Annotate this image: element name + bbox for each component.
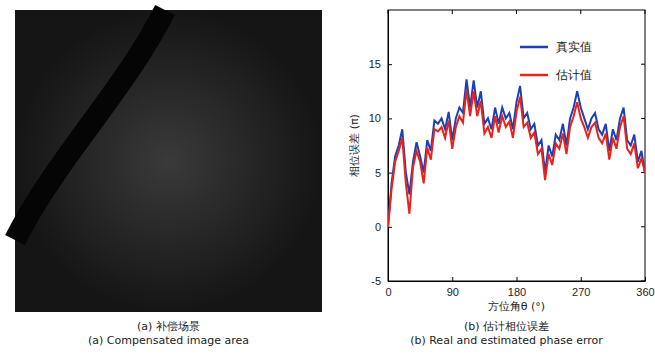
plot-frame	[388, 10, 645, 281]
legend-label: 估计值	[555, 68, 592, 82]
x-tick-label: 360	[636, 286, 654, 298]
image-panel: (a) 补偿场景(a) Compensated image area	[15, 10, 322, 347]
x-tick-mark	[452, 277, 453, 281]
y-tick-mark	[388, 173, 392, 174]
legend-label: 真实值	[556, 40, 592, 54]
figure: (a) 补偿场景(a) Compensated image area 0 90 180…	[0, 0, 655, 354]
caption: (b) 估计相位误差	[464, 320, 549, 333]
caption-en: (b) Real and estimated phase error	[410, 334, 603, 347]
caption-en: (a) Compensated image area	[88, 334, 249, 347]
x-tick: 90	[447, 277, 459, 298]
y-tick: 10	[369, 112, 392, 124]
legend: 真实值估计值	[520, 40, 592, 82]
plot-area	[388, 79, 645, 226]
y-axis-line	[388, 11, 389, 282]
y-tick: -5	[371, 275, 392, 287]
caption: (a) 补偿场景	[137, 320, 200, 333]
y-tick: 5	[375, 167, 392, 179]
x-axis-title: 方位角θ (°)	[488, 300, 545, 313]
y-tick: 0	[375, 221, 392, 233]
y-axis: -5 0 5 10 15	[369, 11, 392, 288]
x-tick-mark	[581, 277, 582, 281]
y-tick-mark	[388, 64, 392, 65]
x-tick-mark-top	[452, 10, 453, 14]
y-tick-mark	[388, 118, 392, 119]
y-axis-title: 相位误差 (π)	[348, 114, 361, 177]
x-tick-mark	[517, 277, 518, 281]
series-line	[388, 90, 645, 227]
y-tick-label: 0	[375, 221, 381, 233]
y-tick-label: 5	[375, 167, 381, 179]
image-river	[15, 10, 165, 240]
line-chart: 0 90 180 270 360 -5 0 5 10 15 方位角θ (°) 相位误差 (π) 真实值估…	[348, 10, 655, 347]
x-tick-label: 270	[572, 286, 590, 298]
sar-image	[15, 10, 322, 312]
y-tick-mark	[388, 227, 392, 228]
legend-swatch	[520, 74, 548, 77]
x-axis: 0 90 180 270 360	[385, 277, 654, 298]
x-tick-label: 180	[508, 286, 526, 298]
x-axis-line	[389, 281, 646, 282]
y-tick-label: -5	[371, 275, 381, 287]
y-tick-mark-right	[641, 64, 645, 65]
x-tick-mark-top	[580, 10, 581, 14]
y-tick-label: 10	[369, 112, 381, 124]
x-tick: 360	[636, 277, 654, 298]
x-tick-mark-top	[645, 10, 646, 14]
x-tick-mark	[645, 277, 646, 281]
y-tick-mark-right	[641, 118, 645, 119]
y-tick-mark	[388, 281, 392, 282]
x-tick-label: 90	[447, 286, 459, 298]
series-line	[388, 79, 645, 226]
y-tick-mark-right	[641, 226, 645, 227]
x-tick-mark-top	[516, 10, 517, 14]
y-tick-mark-right	[641, 281, 645, 282]
legend-swatch	[520, 46, 548, 49]
x-tick-mark-top	[388, 10, 389, 14]
x-tick: 180	[508, 277, 526, 298]
x-tick: 270	[572, 277, 590, 298]
y-tick: 15	[369, 58, 392, 70]
y-tick-label: 15	[369, 58, 381, 70]
x-tick-label: 0	[385, 286, 391, 298]
